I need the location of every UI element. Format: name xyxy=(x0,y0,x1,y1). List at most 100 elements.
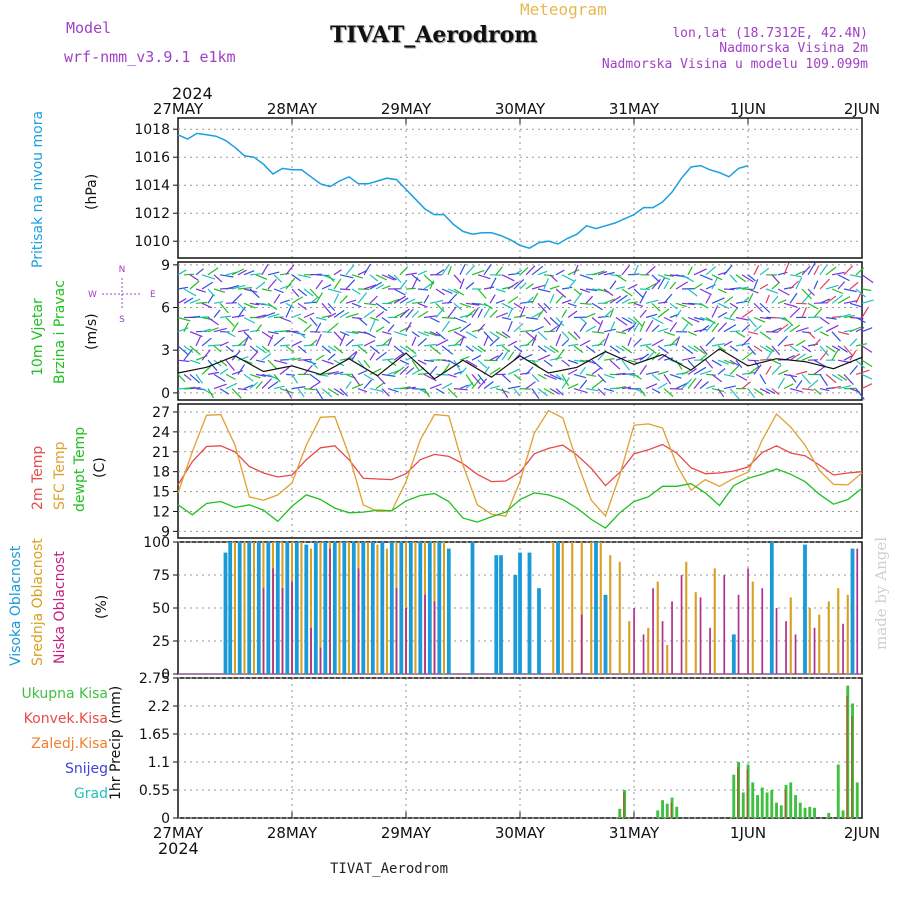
wind-barb xyxy=(459,356,470,361)
wind-barb xyxy=(555,373,565,382)
wind-barb xyxy=(567,331,578,341)
wind-barb xyxy=(363,263,372,276)
wind-barb xyxy=(237,364,246,375)
wind-barb xyxy=(801,288,813,300)
wind-barb xyxy=(567,383,579,390)
wind-barb xyxy=(693,283,703,290)
wind-barb xyxy=(273,374,281,383)
wind-barb xyxy=(435,288,445,296)
mid-cloud-bar xyxy=(338,542,341,674)
wind-barb xyxy=(333,278,342,290)
wind-barb xyxy=(345,299,357,304)
wind-barb xyxy=(189,298,201,304)
wind-barb xyxy=(399,325,412,333)
wind-barb xyxy=(423,343,437,347)
model-name: wrf-nmm_v3.9.1 e1km xyxy=(64,48,236,66)
wind-barb xyxy=(759,267,770,276)
legend-hail: Grad xyxy=(73,786,108,802)
wind-barb xyxy=(705,373,716,376)
wind-barb xyxy=(831,331,841,342)
total-precip-bar xyxy=(756,795,759,818)
wind-barb xyxy=(753,325,762,333)
wind-barb xyxy=(825,266,837,276)
wind-barb xyxy=(711,373,723,383)
wind-barb xyxy=(663,388,674,397)
wind-barb xyxy=(621,288,633,297)
wind-barb xyxy=(441,382,453,390)
wind-barb xyxy=(243,373,254,382)
wind-barb xyxy=(735,373,748,381)
wind-barb xyxy=(261,353,272,361)
wind-barb xyxy=(351,383,364,390)
wind-barb xyxy=(513,345,523,353)
mid-cloud-bar xyxy=(252,542,255,674)
wind-barb xyxy=(819,317,830,325)
wind-barb xyxy=(267,302,278,311)
wind-barb xyxy=(279,366,290,375)
wind-barb xyxy=(819,331,829,337)
high-cloud-bar xyxy=(389,542,394,674)
wind-barb xyxy=(465,265,476,276)
wind-barb xyxy=(729,302,739,309)
wind-barb xyxy=(555,295,564,304)
wind-barb xyxy=(465,359,478,368)
wind-barb xyxy=(177,327,189,333)
wind-barb xyxy=(471,354,482,361)
wind-barb xyxy=(699,325,710,333)
wind-barb xyxy=(783,343,794,347)
y-tick-label: 0.55 xyxy=(139,783,170,799)
wind-barb xyxy=(339,288,351,291)
wind-barb xyxy=(591,367,602,375)
wind-barb xyxy=(795,270,805,276)
low-cloud-bar xyxy=(709,627,711,674)
wind-barb xyxy=(861,299,874,304)
wind-barb xyxy=(261,288,272,292)
bottom-day-label: 30MAY xyxy=(495,824,546,842)
wind-barb xyxy=(195,336,202,347)
wind-barb xyxy=(375,344,388,347)
wind-barb xyxy=(723,324,737,333)
low-cloud-bar xyxy=(291,581,293,674)
wind-barb xyxy=(495,352,504,361)
wind-barb xyxy=(267,279,277,290)
wind-barb xyxy=(771,295,779,304)
wind-barb xyxy=(411,301,423,304)
wind-barb xyxy=(327,353,336,361)
wind-barb xyxy=(855,267,865,276)
conv-precip-bar xyxy=(784,790,786,818)
wind-barb xyxy=(405,321,412,332)
wind-barb xyxy=(435,388,445,395)
wind-barb xyxy=(591,359,603,370)
high-cloud-bar xyxy=(266,542,271,674)
wind-barb xyxy=(693,366,707,375)
wind-barb xyxy=(741,296,750,304)
wind-barb xyxy=(249,345,258,353)
wind-barb xyxy=(777,369,789,375)
wind-barb xyxy=(747,331,759,335)
high-cloud-bar xyxy=(537,588,541,674)
wind-barb xyxy=(369,388,384,393)
wind-barb xyxy=(513,314,526,319)
wind-barb xyxy=(225,285,240,290)
wind-barb xyxy=(531,265,544,276)
wind-barb xyxy=(333,293,340,304)
wind-barb xyxy=(699,288,712,296)
bottom-day-label: 2JUN xyxy=(844,824,880,842)
wind-barb xyxy=(747,293,754,304)
wind-barb xyxy=(549,285,560,290)
compass-north: N xyxy=(119,265,126,275)
y-tick-label: 0 xyxy=(161,386,170,402)
wind-barb xyxy=(729,359,740,367)
wind-barb xyxy=(291,357,302,361)
wind-barb xyxy=(789,374,797,383)
mid-cloud-bar xyxy=(442,542,445,674)
wind-barb xyxy=(357,388,368,393)
wind-barb xyxy=(213,327,227,333)
wind-barb xyxy=(357,370,368,375)
wind-barb xyxy=(501,274,515,282)
wind-barb xyxy=(477,274,491,280)
wind-barb xyxy=(333,359,345,367)
wind-barb xyxy=(699,274,713,281)
wind-barb xyxy=(561,286,573,290)
